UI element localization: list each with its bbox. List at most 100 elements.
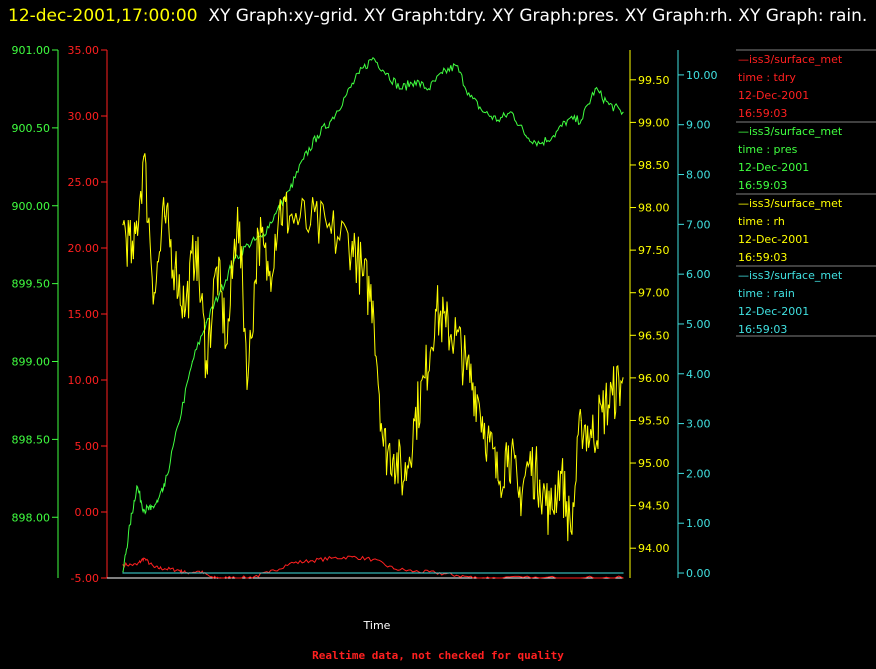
pres-data-point xyxy=(191,360,193,363)
tdry-data-point xyxy=(122,564,124,566)
rh-tick-label: 99.00 xyxy=(638,116,670,129)
pres-data-point xyxy=(303,158,305,160)
rh-tick-label: 98.50 xyxy=(638,159,670,172)
pres-data-point xyxy=(622,111,624,113)
pres-data-point xyxy=(525,135,527,137)
rh-tick-label: 94.50 xyxy=(638,500,670,513)
tdry-data-point xyxy=(212,577,214,579)
legend-entry-tdry: —iss3/surface_met xyxy=(738,53,843,66)
pres-data-point xyxy=(608,103,610,106)
rh-tick-label: 95.00 xyxy=(638,457,670,470)
tdry-data-point xyxy=(143,557,145,559)
rain-tick-label: 9.00 xyxy=(686,119,711,132)
legend-entry-rain: time : rain xyxy=(738,287,795,300)
rh-data-point xyxy=(601,411,603,413)
rain-tick-label: 1.00 xyxy=(686,517,711,530)
legend-entry-tdry: time : tdry xyxy=(738,71,796,84)
legend-entry-rain: —iss3/surface_met xyxy=(738,269,843,282)
rh-data-point xyxy=(237,206,239,209)
tdry-tick-label: 15.00 xyxy=(68,308,100,321)
rh-data-point xyxy=(591,436,593,439)
tdry-data-point xyxy=(289,562,291,565)
tdry-tick-label: 10.00 xyxy=(68,374,100,387)
rh-data-point xyxy=(330,232,332,234)
rh-tick-label: 97.50 xyxy=(638,244,670,257)
pres-data-point xyxy=(143,508,145,511)
pres-data-point xyxy=(386,72,388,74)
rh-data-point xyxy=(184,309,187,311)
legend-entry-pres: 12-Dec-2001 xyxy=(738,161,809,174)
rain-tick-label: 0.00 xyxy=(686,567,711,580)
pres-data-point xyxy=(497,119,499,121)
xy-chart: -5.00 0.00 5.00 10.00 15.00 20.00 25.00 30.00 35… xyxy=(12,44,876,632)
rain-tick-label: 10.00 xyxy=(686,69,718,82)
rh-data-point xyxy=(424,377,426,379)
tdry-data-point xyxy=(476,577,478,579)
tdry-data-point xyxy=(153,566,155,569)
rh-data-point xyxy=(507,445,509,447)
pres-data-point xyxy=(428,88,430,90)
pres-data-point xyxy=(594,88,596,90)
rh-tick-label: 99.50 xyxy=(638,74,670,87)
tdry-data-point xyxy=(330,557,332,559)
legend-entry-rh: time : rh xyxy=(738,215,785,228)
pres-series xyxy=(122,57,624,573)
pres-data-point xyxy=(441,72,443,74)
rh-series-line xyxy=(122,153,624,542)
rh-data-point xyxy=(455,334,457,336)
tdry-data-point xyxy=(351,556,353,558)
pres-data-point xyxy=(358,72,360,74)
rain-data-point xyxy=(622,572,624,574)
rh-data-point xyxy=(278,206,280,209)
pres-data-point xyxy=(164,485,166,487)
tdry-tick-label: 0.00 xyxy=(75,506,100,519)
rh-data-point xyxy=(289,215,291,217)
tdry-data-point xyxy=(414,570,416,573)
pres-tick-label: 901.00 xyxy=(12,44,51,57)
title-timestamp: 12-dec-2001,17:00:00 xyxy=(8,6,198,26)
rh-data-point xyxy=(362,275,364,277)
pres-data-point xyxy=(261,236,263,238)
pres-tick-label: 898.50 xyxy=(12,433,51,446)
pres-data-point xyxy=(129,524,131,526)
pres-tick-label: 900.00 xyxy=(12,200,51,213)
footnote: Realtime data, not checked for quality xyxy=(312,649,564,662)
rh-data-point xyxy=(205,360,207,362)
tdry-data-point xyxy=(178,569,180,571)
pres-data-point xyxy=(344,96,346,98)
pres-data-point xyxy=(372,57,374,59)
pres-tick-label: 900.50 xyxy=(12,122,51,135)
rh-data-point xyxy=(528,462,530,464)
legend-entry-pres: 16:59:03 xyxy=(738,179,787,192)
x-axis-label: Time xyxy=(363,619,391,632)
rh-data-point xyxy=(268,275,270,277)
rain-tick-label: 7.00 xyxy=(686,218,711,231)
tdry-data-point xyxy=(164,568,166,570)
pres-data-point xyxy=(275,212,277,215)
rh-data-point xyxy=(216,266,218,268)
rain-tick-label: 5.00 xyxy=(686,318,711,331)
rh-data-point xyxy=(393,453,395,456)
rh-data-point xyxy=(403,479,405,481)
tdry-tick-label: 5.00 xyxy=(75,440,100,453)
rh-data-point xyxy=(612,394,614,396)
rain-tick-label: 3.00 xyxy=(686,418,711,431)
pres-data-point xyxy=(400,88,402,90)
rh-data-point xyxy=(414,419,416,422)
tdry-data-point xyxy=(580,577,582,579)
rain-tick-label: 4.00 xyxy=(686,368,711,381)
pres-data-point xyxy=(539,142,541,145)
legend-entry-pres: —iss3/surface_met xyxy=(738,125,843,138)
tdry-data-point xyxy=(455,574,457,577)
pres-data-point xyxy=(136,485,138,487)
pres-data-point xyxy=(289,189,291,191)
rh-data-point xyxy=(247,377,249,379)
rh-data-point xyxy=(518,496,520,498)
tdry-data-point xyxy=(309,560,312,562)
rh-data-point xyxy=(351,241,353,243)
pres-series-line xyxy=(122,57,624,572)
tdry-data-point xyxy=(393,568,395,570)
rh-data-point xyxy=(497,479,499,481)
rh-data-point xyxy=(309,224,312,226)
rh-series xyxy=(122,153,624,542)
